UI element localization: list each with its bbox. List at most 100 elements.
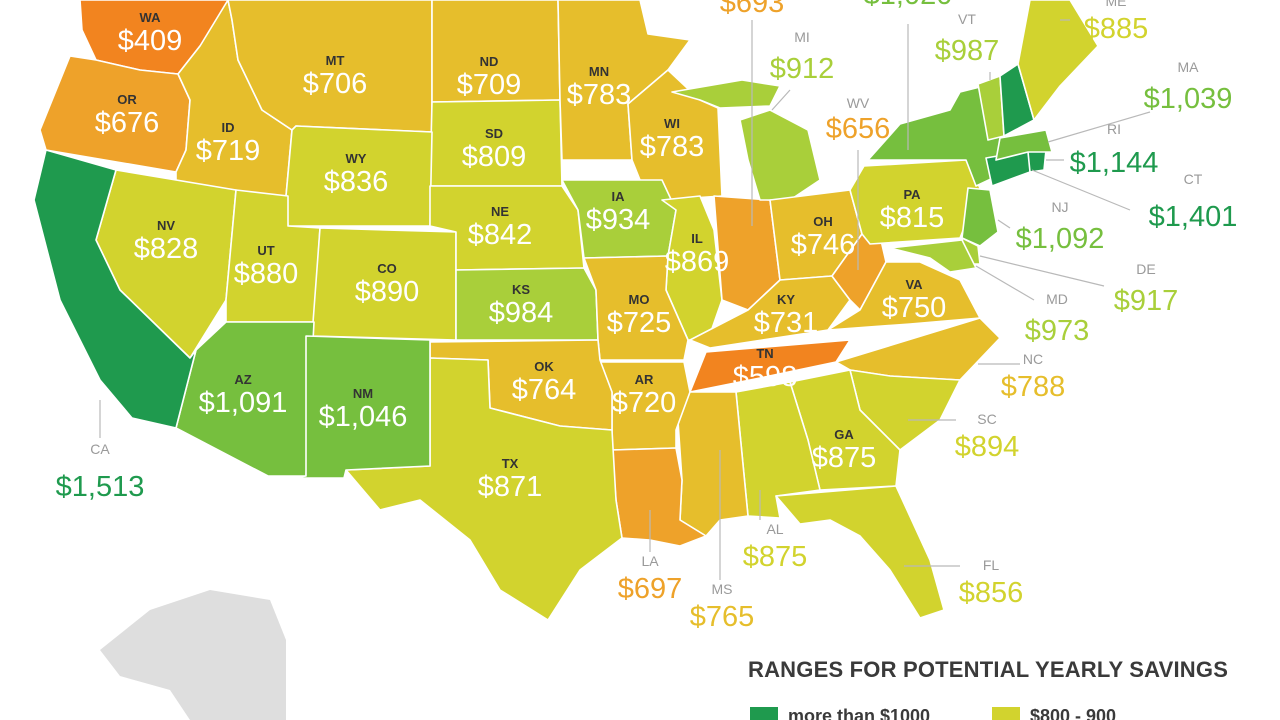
external-savings-value: $894 [955,431,1020,463]
state-shape-me [1017,0,1099,121]
legend-label: more than $1000 [788,707,931,720]
state-shape-md [889,239,977,273]
state-code-label: PA [903,187,921,202]
state-code-label: KS [512,282,530,297]
external-labels-layer: CA $1,513 ME $885 VT $987 MI $912 WV $656 MA $1,039… [56,0,1238,633]
state-savings-value: $880 [234,258,299,290]
leader-line [1047,111,1151,143]
external-savings-value: $912 [770,53,835,85]
external-savings-value: $875 [743,541,808,573]
external-state-code: CT [1184,171,1203,187]
state-savings-value: $809 [462,141,527,173]
leader-line [975,265,1035,301]
state-savings-value: $746 [791,229,856,261]
state-savings-value: $720 [612,387,677,419]
state-savings-value: $783 [640,131,705,163]
external-state-code: SC [977,411,996,427]
external-state-code: FL [983,557,1000,573]
external-savings-value: $693 [720,0,785,19]
state-code-label: VA [905,277,923,292]
state-code-label: ND [480,54,499,69]
legend-swatch [750,707,778,720]
state-code-label: IL [691,231,703,246]
state-code-label: MO [629,292,650,307]
state-code-label: AZ [234,372,251,387]
state-code-label: IA [612,189,626,204]
external-state-code: ME [1106,0,1127,9]
leader-line [979,255,1105,287]
external-state-code: WV [847,95,870,111]
state-savings-value: $984 [489,297,554,329]
state-savings-value: $709 [457,69,522,101]
external-state-code: LA [641,553,659,569]
legend-item-dark-green: more than $1000 [750,707,930,720]
external-savings-value: $788 [1001,371,1066,403]
external-state-code: NJ [1051,199,1068,215]
external-savings-value: $1,513 [56,471,145,503]
state-shape-fl [775,485,945,619]
state-shape-ri [1027,149,1047,173]
state-code-label: SD [485,126,503,141]
state-shape-ma [995,129,1053,161]
legend-item-yellow: $800 - 900 [992,707,1116,720]
state-savings-value: $828 [134,233,199,265]
state-shape-al [735,381,821,519]
state-savings-value: $750 [882,292,947,324]
state-code-label: AR [635,372,654,387]
external-state-code: VT [958,11,976,27]
state-savings-value: $706 [303,68,368,100]
state-code-label: NV [157,218,175,233]
state-savings-value: $842 [468,219,533,251]
external-savings-value: $856 [959,577,1024,609]
state-shape-nj [961,187,999,247]
external-savings-value: $1,020 [864,0,953,11]
state-savings-value: $1,046 [319,401,408,433]
legend-label: $800 - 900 [1030,707,1117,720]
state-code-label: GA [834,427,854,442]
state-savings-value: $871 [478,471,543,503]
state-code-label: OH [813,214,833,229]
state-code-label: NM [353,386,373,401]
leader-line [1031,169,1131,211]
states-layer [33,0,1099,720]
state-shape-tn [689,339,851,393]
state-savings-value: $783 [567,79,632,111]
external-state-code: AL [766,521,783,537]
external-savings-value: $1,092 [1016,223,1105,255]
state-savings-value: $934 [586,204,651,236]
state-savings-value: $598 [733,361,798,393]
state-savings-value: $725 [607,307,672,339]
state-code-label: KY [777,292,795,307]
external-state-code: NC [1023,351,1043,367]
state-code-label: OR [117,92,137,107]
external-savings-value: $885 [1084,13,1149,45]
state-savings-value: $815 [880,202,945,234]
state-shape-ak [100,590,286,720]
state-code-label: WA [140,10,162,25]
external-savings-value: $656 [826,113,891,145]
external-savings-value: $697 [618,573,683,605]
external-state-code: MD [1046,291,1068,307]
state-code-label: ID [222,120,235,135]
state-shape-mi [671,79,821,201]
state-code-label: TX [502,456,519,471]
state-savings-value: $869 [665,246,730,278]
external-savings-value: $987 [935,35,1000,67]
leader-line [997,219,1011,229]
state-code-label: WI [664,116,680,131]
state-savings-value: $890 [355,276,420,308]
state-savings-value: $731 [754,307,819,339]
state-code-label: OK [534,359,554,374]
state-savings-value: $1,091 [199,387,288,419]
legend-swatch [992,707,1020,720]
legend-title: RANGES FOR POTENTIAL YEARLY SAVINGS [748,657,1229,682]
state-savings-value: $875 [812,442,877,474]
state-shape-ca [33,149,197,429]
state-savings-value: $719 [196,135,261,167]
state-code-label: CO [377,261,397,276]
state-shape-va [827,261,981,331]
state-code-label: WY [346,151,367,166]
leader-line [771,89,791,111]
